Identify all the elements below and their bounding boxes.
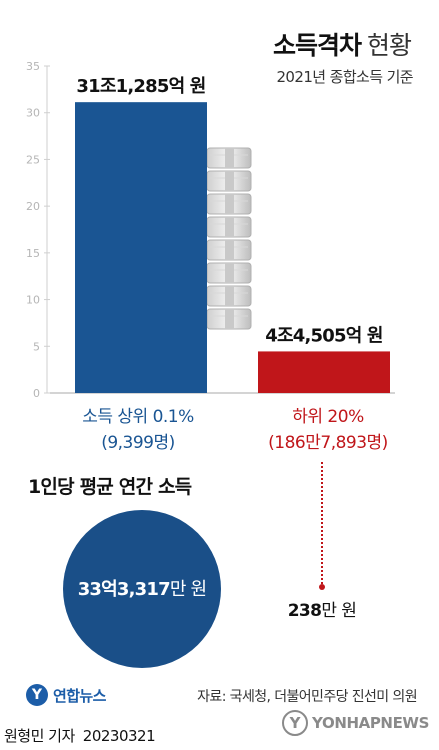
y-tick-label: 5: [33, 340, 40, 353]
y-tick-label: 35: [26, 60, 40, 73]
bar-value-label: 31조1,285억 원: [76, 76, 205, 97]
watermark-icon: Y: [282, 710, 309, 736]
cash-bundle: [206, 239, 252, 261]
cash-bundle-band: [225, 194, 234, 214]
y-tick-label: 30: [26, 107, 40, 120]
cash-bundle-band: [225, 286, 234, 306]
cash-bundle: [206, 170, 252, 192]
y-tick-label: 0: [33, 387, 40, 400]
bottom-per-capita-value: 238만 원: [252, 596, 392, 621]
cash-bundle-band: [225, 309, 234, 329]
cash-bundle-band: [225, 217, 234, 237]
yonhap-logo: Y 연합뉴스: [26, 684, 106, 706]
y-tick-label: 15: [26, 247, 40, 260]
bottom-per-capita-unit: 만 원: [321, 601, 357, 621]
bottom-group-count: (186만7,893명): [268, 433, 388, 453]
title-light: 현황: [366, 31, 412, 60]
y-tick-label: 10: [26, 294, 40, 307]
cash-bundle: [206, 308, 252, 330]
yonhap-logo-icon: Y: [26, 684, 48, 706]
yonhap-logo-text: 연합뉴스: [53, 686, 106, 705]
y-tick-label: 20: [26, 200, 40, 213]
cash-bundle: [206, 147, 252, 169]
byline: 원형민 기자 20230321: [4, 725, 156, 746]
bar-value-label: 4조4,505억 원: [265, 325, 382, 346]
cash-bundle-band: [225, 171, 234, 191]
y-tick-label: 25: [26, 153, 40, 166]
page-title: 소득격차 현황: [272, 26, 412, 62]
top-income-circle: [63, 510, 221, 668]
watermark-text: YONHAPNEWS: [312, 714, 429, 732]
cash-bundle: [206, 193, 252, 215]
top-group-label: 소득 상위 0.1% (9,399명): [38, 404, 238, 456]
source-note: 자료: 국세청, 더불어민주당 진선미 의원: [197, 689, 417, 705]
per-capita-title: 1인당 평균 연간 소득: [28, 476, 192, 498]
bar: [75, 102, 207, 393]
top-per-capita-number: 33억3,317: [77, 579, 171, 600]
reporter-name: 원형민 기자: [4, 727, 75, 745]
bar-chart: 0 5 10 15 20 25 30 35 31조1,285억 원 4조4,505억 원: [26, 60, 395, 400]
title-bold: 소득격차: [272, 31, 362, 60]
bottom-dotted-line: [321, 462, 323, 584]
page-subtitle: 2021년 종합소득 기준: [276, 68, 413, 86]
top-per-capita-unit: 만 원: [169, 579, 207, 600]
cash-bundle: [206, 262, 252, 284]
cash-bundle-band: [225, 240, 234, 260]
cash-bundle-band: [225, 263, 234, 283]
top-group-count: (9,399명): [101, 433, 175, 453]
bottom-group-label: 하위 20% (186만7,893명): [228, 404, 428, 456]
bottom-income-dot: [319, 584, 325, 590]
cash-stack-illustration: [206, 147, 252, 330]
cash-bundle-band: [225, 148, 234, 168]
cash-bundle: [206, 285, 252, 307]
bar: [258, 351, 390, 393]
publish-date: 20230321: [82, 727, 156, 745]
top-per-capita-value: 33억3,317만 원: [63, 575, 221, 601]
bars: 31조1,285억 원 4조4,505억 원: [75, 76, 390, 393]
cash-bundle: [206, 216, 252, 238]
bottom-group-name: 하위 20%: [292, 407, 364, 427]
bottom-per-capita-number: 238: [287, 601, 322, 621]
watermark: Y YONHAPNEWS: [282, 710, 429, 736]
top-group-name: 소득 상위 0.1%: [82, 407, 194, 427]
